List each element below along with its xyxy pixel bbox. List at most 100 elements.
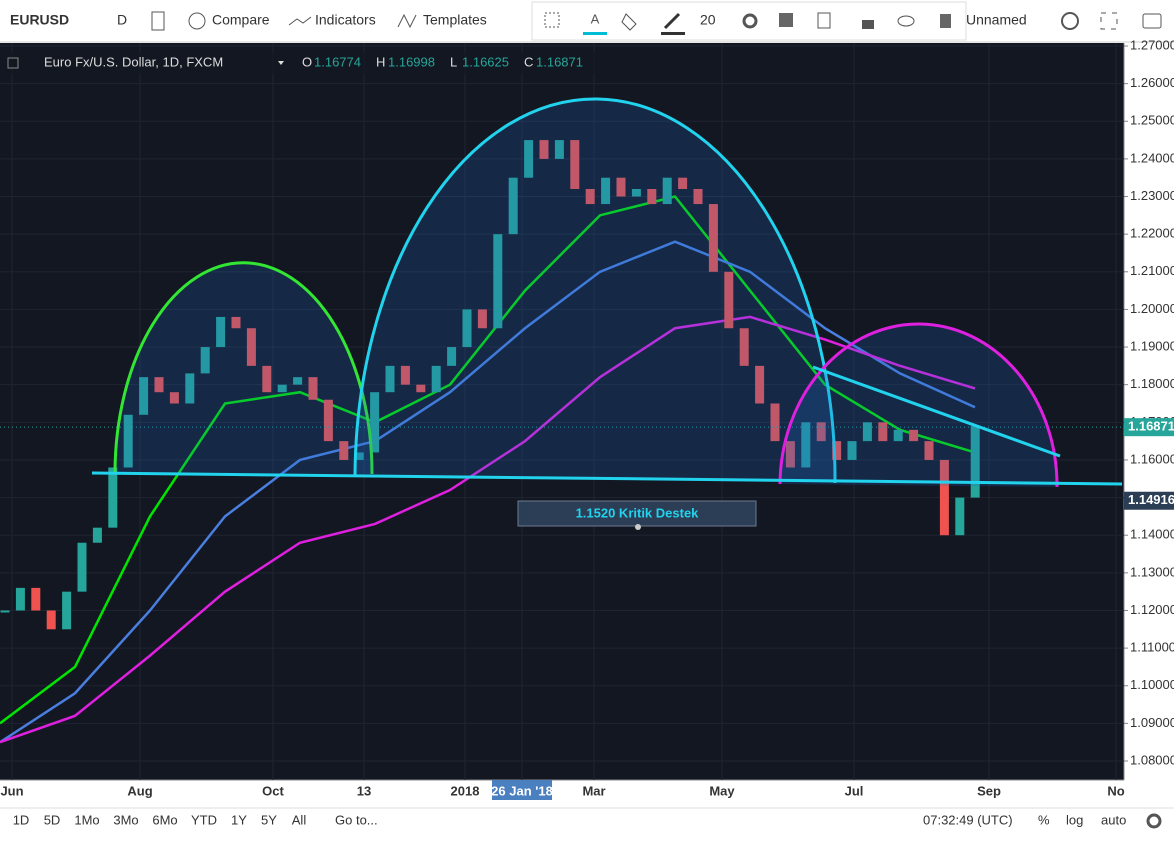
text-color-icon[interactable]: A xyxy=(591,11,600,26)
interval[interactable]: D xyxy=(117,12,127,28)
candle xyxy=(154,377,164,393)
annotation-box[interactable] xyxy=(517,500,757,527)
font-size[interactable]: 20 xyxy=(700,12,716,28)
select-tool[interactable] xyxy=(544,12,560,28)
candle xyxy=(770,403,780,442)
ohlc-label: L xyxy=(450,54,457,69)
delete-icon[interactable] xyxy=(940,14,951,28)
goto-button[interactable]: Go to... xyxy=(335,812,378,827)
range-button[interactable]: 1Y xyxy=(231,812,247,827)
ohlc-value: 1.16871 xyxy=(536,54,583,69)
range-button[interactable]: 6Mo xyxy=(152,812,177,827)
templates-icon[interactable] xyxy=(397,13,417,29)
line-tool[interactable] xyxy=(663,12,681,30)
fullscreen-icon[interactable] xyxy=(1100,12,1118,30)
line-color-bar xyxy=(661,32,685,35)
moving-average xyxy=(0,315,976,744)
candle xyxy=(477,309,487,329)
settings-icon[interactable] xyxy=(1146,813,1162,829)
candle xyxy=(370,392,380,453)
candle xyxy=(308,377,318,400)
candle xyxy=(462,309,472,348)
candle xyxy=(169,392,179,404)
indicators[interactable]: Indicators xyxy=(315,12,376,28)
range-button[interactable]: 3Mo xyxy=(113,812,138,827)
bottom-bar xyxy=(0,808,1174,839)
candle xyxy=(678,177,688,189)
layout-name[interactable]: Unnamed xyxy=(966,12,1027,28)
chart-style-icon[interactable] xyxy=(151,11,165,31)
candle xyxy=(755,365,765,404)
neckline[interactable] xyxy=(91,471,1123,486)
percent-toggle[interactable]: % xyxy=(1038,812,1050,827)
candle xyxy=(539,140,549,159)
candle xyxy=(616,177,626,197)
drawings: 1.1520 Kritik Destek xyxy=(91,97,1123,530)
dropdown-caret xyxy=(278,61,284,65)
candle xyxy=(939,459,949,536)
x-tick-label: Mar xyxy=(582,783,605,798)
snapshot-icon[interactable] xyxy=(1142,13,1162,29)
x-tick-label: 26 Jan '18 xyxy=(491,783,553,798)
chart-title[interactable]: Euro Fx/U.S. Dollar, 1D, FXCM xyxy=(44,54,223,69)
candle xyxy=(200,347,210,374)
settings-icon[interactable] xyxy=(1061,12,1079,30)
x-tick-label: Sep xyxy=(977,783,1001,798)
candle xyxy=(15,587,25,611)
range-button[interactable]: 5D xyxy=(44,812,61,827)
candle xyxy=(231,316,241,329)
candle xyxy=(385,365,395,393)
candle xyxy=(924,441,934,460)
collapse-icon[interactable] xyxy=(7,57,19,69)
auto-toggle[interactable]: auto xyxy=(1101,812,1126,827)
x-tick-label: Jul xyxy=(845,783,864,798)
candle xyxy=(277,384,287,393)
symbol[interactable]: EURUSD xyxy=(10,12,69,28)
candle xyxy=(816,422,826,442)
layer-icon[interactable] xyxy=(779,13,793,27)
candle xyxy=(62,591,72,630)
lock-icon[interactable] xyxy=(862,20,874,29)
compare-icon[interactable] xyxy=(188,12,206,30)
candle xyxy=(662,177,672,205)
candle xyxy=(601,177,611,205)
candle xyxy=(77,542,87,592)
arc-left-shoulder[interactable] xyxy=(113,261,374,475)
candle xyxy=(708,204,718,272)
time-axis xyxy=(0,780,1174,808)
marker-price-tag xyxy=(1124,491,1174,510)
moving-average xyxy=(0,195,976,725)
range-button[interactable]: All xyxy=(292,812,307,827)
clone-icon[interactable] xyxy=(817,12,831,29)
indicators-icon[interactable] xyxy=(288,16,312,26)
candle xyxy=(416,384,426,393)
range-button[interactable]: 1D xyxy=(13,812,30,827)
range-button[interactable]: YTD xyxy=(191,812,217,827)
candle xyxy=(431,365,441,393)
candle xyxy=(185,373,195,404)
range-button[interactable]: 5Y xyxy=(261,812,277,827)
candle xyxy=(46,610,56,630)
fill-icon[interactable] xyxy=(621,13,637,31)
arc-head[interactable] xyxy=(353,97,837,484)
candle xyxy=(847,441,857,460)
templates[interactable]: Templates xyxy=(423,12,487,28)
annotation[interactable]: 1.1520 Kritik Destek xyxy=(576,505,700,520)
x-tick-label: 13 xyxy=(357,783,371,798)
candle xyxy=(323,399,333,442)
range-button[interactable]: 1Mo xyxy=(74,812,99,827)
clock: 07:32:49 (UTC) xyxy=(923,812,1013,827)
ohlc-value: 1.16774 xyxy=(314,54,361,69)
ohlc-label: C xyxy=(524,54,533,69)
log-toggle[interactable]: log xyxy=(1066,812,1083,827)
candle xyxy=(92,527,102,543)
candle xyxy=(693,189,703,205)
compare[interactable]: Compare xyxy=(212,12,270,28)
settings-icon[interactable] xyxy=(742,13,758,29)
x-tick-label: No xyxy=(1107,783,1124,798)
candle xyxy=(554,140,564,159)
candle xyxy=(447,347,457,366)
x-tick-label: Aug xyxy=(127,783,152,798)
visibility-icon[interactable] xyxy=(897,15,915,27)
trendline[interactable] xyxy=(812,365,1061,458)
